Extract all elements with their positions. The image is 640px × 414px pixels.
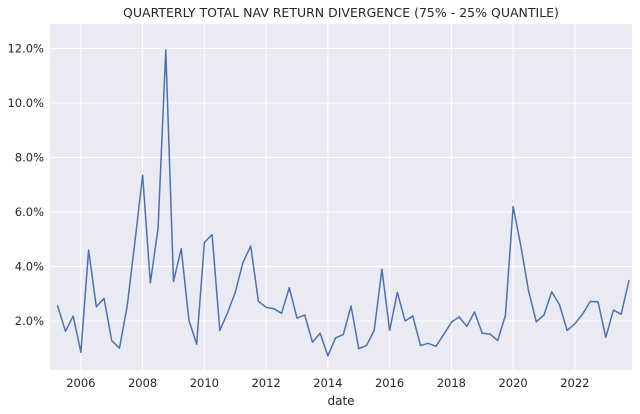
x-tick-label: 2008 (128, 376, 157, 390)
x-tick-label: 2006 (66, 376, 95, 390)
grid (50, 24, 632, 370)
x-tick-label: 2012 (251, 376, 280, 390)
series-line (56, 49, 630, 357)
x-axis-label: date (327, 394, 354, 408)
x-tick-label: 2018 (437, 376, 466, 390)
x-tick-label: 2016 (375, 376, 404, 390)
y-tick-label: 8.0% (15, 150, 44, 164)
plot-area-background (50, 24, 632, 370)
series-layer (56, 49, 630, 357)
y-tick-label: 6.0% (15, 205, 44, 219)
y-tick-label: 2.0% (15, 314, 44, 328)
x-tick-label: 2014 (313, 376, 342, 390)
x-tick-label: 2022 (560, 376, 589, 390)
x-axis: 2006 2008 2010 2012 2014 2016 2018 2020 2022 (66, 376, 589, 390)
y-tick-label: 4.0% (15, 259, 44, 273)
y-axis: 2.0% 4.0% 6.0% 8.0% 10.0% 12.0% (7, 42, 44, 328)
y-tick-label: 12.0% (7, 42, 44, 56)
x-tick-label: 2010 (190, 376, 219, 390)
chart-title: QUARTERLY TOTAL NAV RETURN DIVERGENCE (7… (123, 5, 559, 20)
x-tick-label: 2020 (498, 376, 527, 390)
y-tick-label: 10.0% (7, 96, 44, 110)
